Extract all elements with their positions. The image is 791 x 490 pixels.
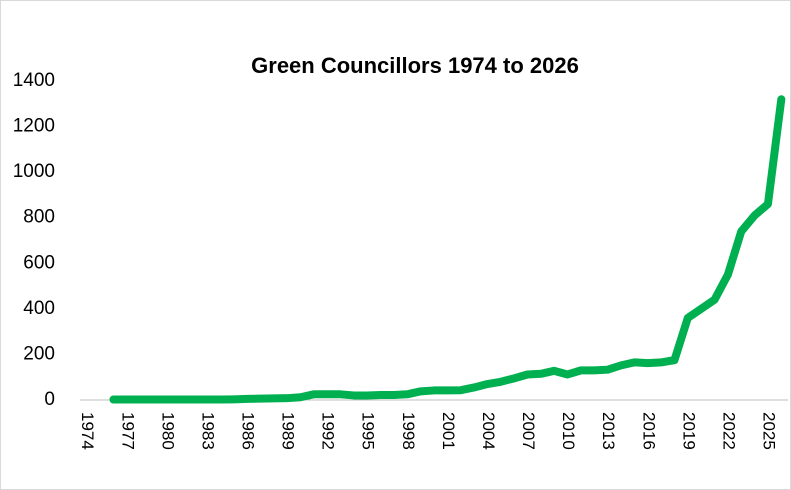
y-tick-label: 400 — [23, 298, 55, 319]
y-tick-label: 600 — [23, 252, 55, 273]
y-tick-label: 1400 — [13, 70, 55, 91]
x-tick-label: 2001 — [439, 412, 458, 450]
y-tick-label: 800 — [23, 207, 55, 228]
x-tick-label: 2025 — [759, 412, 778, 450]
x-tick-label: 2004 — [479, 412, 498, 450]
data-line — [109, 95, 786, 404]
x-tick-label: 2016 — [639, 412, 658, 450]
x-tick-label: 1998 — [399, 412, 418, 450]
x-tick-label: 1983 — [198, 412, 217, 450]
x-tick-label: 2010 — [559, 412, 578, 450]
x-tick-label: 2019 — [679, 412, 698, 450]
x-tick-label: 1974 — [78, 412, 97, 450]
x-tick-label: 1977 — [118, 412, 137, 450]
y-tick-label: 1200 — [13, 116, 55, 137]
chart-title: Green Councillors 1974 to 2026 — [251, 53, 579, 78]
x-tick-label: 1980 — [158, 412, 177, 450]
x-tick-label: 2013 — [599, 412, 618, 450]
x-tick-label: 2007 — [519, 412, 538, 450]
x-tick-label: 2022 — [719, 412, 738, 450]
x-tick-label: 1992 — [319, 412, 338, 450]
y-tick-label: 1000 — [13, 161, 55, 182]
y-tick-label: 0 — [44, 389, 55, 410]
y-tick-label: 200 — [23, 343, 55, 364]
x-tick-label: 1989 — [279, 412, 298, 450]
x-tick-label: 1986 — [238, 412, 257, 450]
x-tick-label: 1995 — [359, 412, 378, 450]
